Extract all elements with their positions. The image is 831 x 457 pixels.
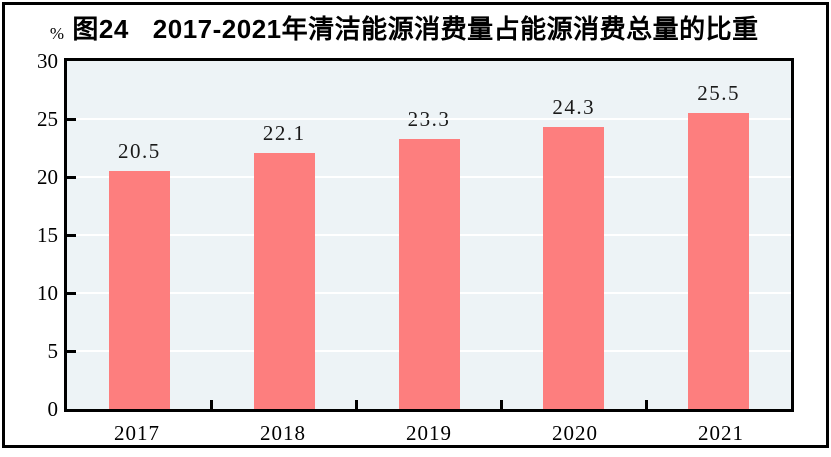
figure-number: 图24 bbox=[72, 14, 129, 44]
chart-title: 图24 2017-2021年清洁能源消费量占能源消费总量的比重 bbox=[0, 9, 831, 46]
y-axis-label-20: 20 bbox=[37, 165, 58, 189]
figure-title-text: 2017-2021年清洁能源消费量占能源消费总量的比重 bbox=[152, 14, 759, 44]
x-axis-label-2018: 2018 bbox=[260, 421, 306, 445]
y-axis-label-0: 0 bbox=[47, 397, 59, 421]
gridline-25 bbox=[67, 118, 791, 120]
x-axis-label-2020: 2020 bbox=[552, 421, 598, 445]
y-axis-tick-10 bbox=[67, 291, 76, 295]
bar-2017 bbox=[108, 171, 170, 409]
bar-2020 bbox=[543, 127, 605, 409]
y-axis-tick-15 bbox=[67, 233, 76, 237]
y-axis-unit-label: % bbox=[49, 24, 65, 43]
y-axis-tick-5 bbox=[67, 349, 76, 353]
bar-value-label-2021: 25.5 bbox=[697, 81, 740, 106]
x-axis-label-2017: 2017 bbox=[114, 421, 160, 445]
x-axis-label-2019: 2019 bbox=[406, 421, 452, 445]
y-axis-tick-20 bbox=[67, 175, 76, 179]
bar-value-label-2020: 24.3 bbox=[552, 95, 596, 120]
bar-2018 bbox=[253, 152, 315, 409]
x-axis-tick-1 bbox=[210, 400, 214, 409]
y-axis-label-10: 10 bbox=[37, 281, 58, 305]
y-axis-label-15: 15 bbox=[37, 223, 58, 247]
x-axis-tick-4 bbox=[644, 400, 648, 409]
y-axis-tick-25 bbox=[67, 117, 76, 121]
x-axis-tick-3 bbox=[499, 400, 503, 409]
x-axis-tick-2 bbox=[355, 400, 359, 409]
plot-area bbox=[64, 58, 794, 412]
bar-2019 bbox=[398, 138, 460, 409]
bar-value-label-2018: 22.1 bbox=[262, 120, 306, 145]
x-axis-label-2021: 2021 bbox=[698, 421, 744, 445]
y-axis-label-30: 30 bbox=[37, 49, 58, 73]
bar-2021 bbox=[688, 113, 750, 409]
bar-value-label-2017: 20.5 bbox=[118, 139, 161, 164]
y-axis-label-5: 5 bbox=[47, 339, 59, 363]
axis-ticks-layer bbox=[67, 61, 791, 409]
y-axis-label-25: 25 bbox=[37, 107, 58, 131]
bars-layer bbox=[67, 61, 791, 409]
